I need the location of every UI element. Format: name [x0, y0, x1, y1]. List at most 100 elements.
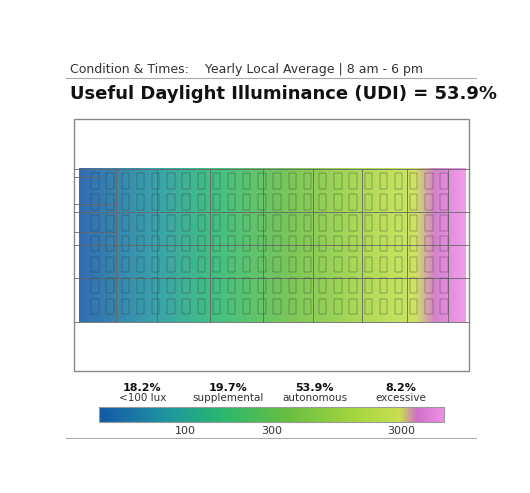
- Bar: [349, 257, 357, 273]
- Bar: [425, 236, 432, 251]
- Bar: [440, 257, 448, 273]
- Bar: [349, 215, 357, 231]
- Bar: [167, 215, 174, 231]
- Bar: [243, 299, 251, 315]
- Bar: [228, 194, 235, 210]
- Bar: [122, 257, 129, 273]
- Bar: [182, 173, 190, 189]
- Bar: [213, 236, 220, 251]
- Bar: [365, 236, 372, 251]
- Bar: [273, 173, 281, 189]
- Bar: [213, 215, 220, 231]
- Bar: [122, 173, 129, 189]
- Bar: [425, 278, 432, 293]
- Bar: [182, 215, 190, 231]
- Bar: [289, 299, 296, 315]
- Bar: [228, 173, 235, 189]
- Bar: [273, 299, 281, 315]
- Bar: [289, 194, 296, 210]
- Bar: [167, 257, 174, 273]
- Bar: [395, 257, 402, 273]
- Bar: [137, 194, 144, 210]
- Bar: [365, 173, 372, 189]
- Bar: [243, 173, 251, 189]
- Bar: [395, 173, 402, 189]
- Text: 19.7%: 19.7%: [209, 383, 248, 393]
- Bar: [334, 257, 341, 273]
- Bar: [258, 299, 266, 315]
- Bar: [258, 215, 266, 231]
- Bar: [122, 236, 129, 251]
- Bar: [319, 278, 326, 293]
- Bar: [319, 257, 326, 273]
- Bar: [379, 236, 387, 251]
- Bar: [258, 173, 266, 189]
- Bar: [152, 173, 160, 189]
- Bar: [349, 194, 357, 210]
- Bar: [425, 215, 432, 231]
- Bar: [228, 299, 235, 315]
- Bar: [304, 215, 311, 231]
- Bar: [152, 236, 160, 251]
- Bar: [410, 194, 418, 210]
- Bar: [107, 299, 114, 315]
- Bar: [395, 215, 402, 231]
- Bar: [365, 257, 372, 273]
- Bar: [107, 173, 114, 189]
- Bar: [395, 236, 402, 251]
- Bar: [99, 407, 444, 422]
- Bar: [365, 299, 372, 315]
- Bar: [258, 257, 266, 273]
- Bar: [167, 194, 174, 210]
- Bar: [213, 278, 220, 293]
- Bar: [91, 173, 99, 189]
- Bar: [365, 278, 372, 293]
- Text: excessive: excessive: [376, 393, 427, 403]
- Text: 3000: 3000: [387, 426, 415, 436]
- Bar: [304, 236, 311, 251]
- Bar: [198, 257, 205, 273]
- Bar: [107, 194, 114, 210]
- Bar: [425, 299, 432, 315]
- Text: Condition & Times:    Yearly Local Average | 8 am - 6 pm: Condition & Times: Yearly Local Average …: [70, 63, 423, 76]
- Bar: [107, 257, 114, 273]
- Bar: [304, 194, 311, 210]
- Bar: [273, 278, 281, 293]
- Bar: [440, 236, 448, 251]
- Bar: [440, 278, 448, 293]
- Bar: [182, 236, 190, 251]
- Bar: [182, 257, 190, 273]
- Bar: [379, 278, 387, 293]
- Bar: [273, 236, 281, 251]
- Bar: [304, 278, 311, 293]
- Bar: [107, 278, 114, 293]
- Bar: [213, 194, 220, 210]
- Bar: [182, 299, 190, 315]
- Bar: [91, 257, 99, 273]
- Bar: [198, 236, 205, 251]
- Bar: [122, 194, 129, 210]
- Text: 18.2%: 18.2%: [123, 383, 162, 393]
- Bar: [91, 299, 99, 315]
- Bar: [273, 257, 281, 273]
- Bar: [198, 299, 205, 315]
- Bar: [319, 173, 326, 189]
- Text: Useful Daylight Illuminance (UDI) = 53.9%: Useful Daylight Illuminance (UDI) = 53.9…: [70, 85, 497, 103]
- Text: 100: 100: [175, 426, 196, 436]
- Bar: [243, 257, 251, 273]
- Bar: [349, 299, 357, 315]
- Bar: [395, 278, 402, 293]
- Bar: [137, 236, 144, 251]
- Bar: [258, 278, 266, 293]
- Bar: [379, 299, 387, 315]
- Bar: [440, 215, 448, 231]
- Bar: [410, 278, 418, 293]
- Bar: [304, 173, 311, 189]
- Bar: [228, 257, 235, 273]
- Bar: [425, 173, 432, 189]
- Bar: [152, 215, 160, 231]
- Bar: [349, 173, 357, 189]
- Bar: [334, 236, 341, 251]
- Bar: [198, 194, 205, 210]
- Bar: [137, 215, 144, 231]
